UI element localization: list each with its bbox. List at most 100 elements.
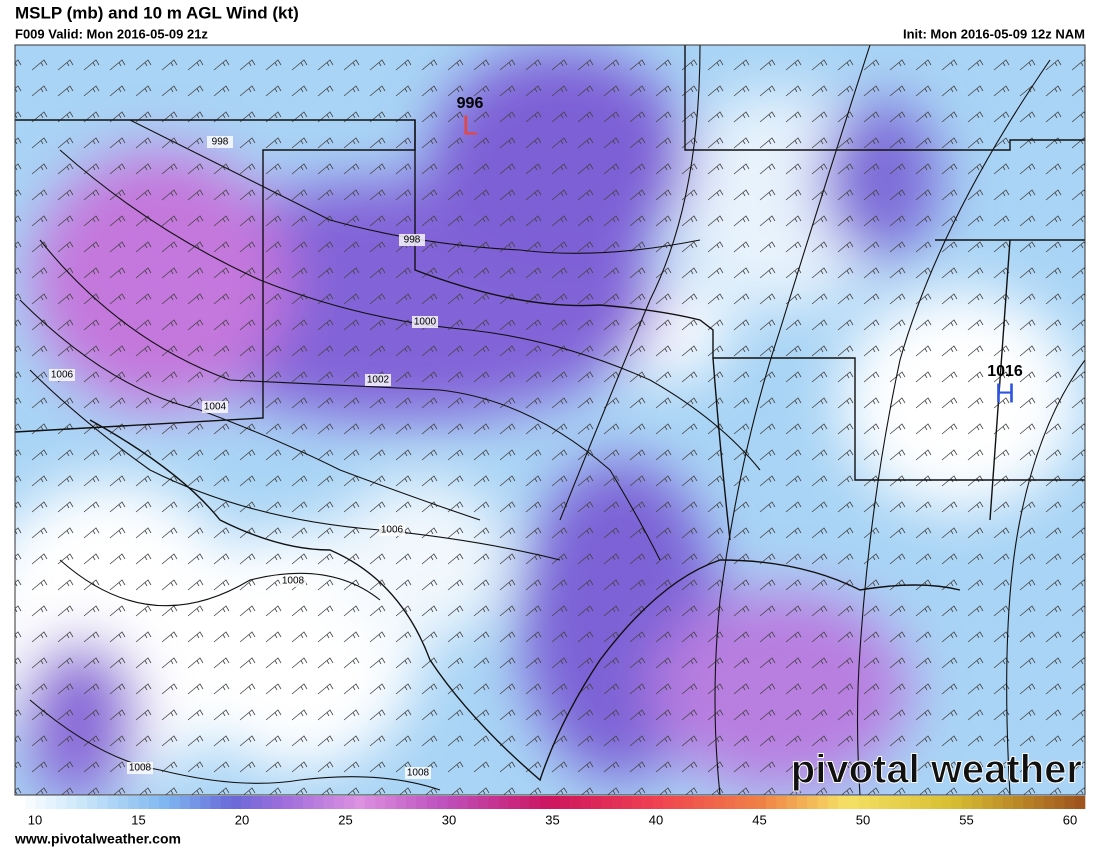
- colorbar-swatch: [241, 796, 252, 809]
- colorbar-swatch: [272, 796, 283, 809]
- colorbar-tick-label: 55: [959, 812, 973, 827]
- colorbar-swatch: [488, 796, 499, 809]
- url: www.pivotalweather.com: [14, 831, 181, 847]
- colorbar-swatch: [323, 796, 335, 809]
- isobar-label: 1004: [204, 402, 227, 413]
- colorbar-swatch: [930, 796, 942, 809]
- isobar-label: 1000: [414, 317, 437, 328]
- colorbar-swatch: [15, 796, 26, 809]
- colorbar-swatch: [395, 796, 407, 809]
- colorbar-swatch: [251, 796, 263, 809]
- colorbar-swatch: [498, 796, 510, 809]
- colorbar-swatch: [385, 796, 396, 809]
- colorbar-swatch: [982, 796, 993, 809]
- colorbar-tick-label: 20: [235, 812, 249, 827]
- map-frame: [14, 44, 1086, 796]
- colorbar-swatch: [601, 796, 613, 809]
- valid-time: F009 Valid: Mon 2016-05-09 21z: [15, 26, 208, 41]
- isobar-label-bg: [207, 136, 233, 148]
- watermark: pivotal weather: [791, 748, 1082, 792]
- colorbar-swatch: [405, 796, 417, 809]
- isobar-label-bg: [399, 234, 425, 246]
- colorbar-swatch: [1054, 796, 1065, 809]
- colorbar-swatch: [364, 796, 376, 809]
- colorbar-swatch: [467, 796, 479, 809]
- colorbar: 10 15 20 25 30 35 40 45 50 55 60: [15, 796, 1086, 827]
- center-symbol: H: [995, 377, 1015, 408]
- colorbar-swatch: [550, 796, 561, 809]
- colorbar-swatch: [1012, 796, 1024, 809]
- isobar-label: 998: [212, 137, 229, 148]
- colorbar-swatch: [56, 796, 67, 809]
- colorbar-swatch: [1043, 796, 1055, 809]
- colorbar-swatch: [899, 796, 911, 809]
- colorbar-swatch: [210, 796, 222, 809]
- colorbar-swatch: [570, 796, 582, 809]
- colorbar-swatch: [611, 796, 623, 809]
- colorbar-swatch: [807, 796, 818, 809]
- isobar-label: 1008: [129, 763, 152, 774]
- isobar-label-bg: [202, 401, 228, 413]
- colorbar-swatch: [117, 796, 129, 809]
- colorbar-swatch: [66, 796, 78, 809]
- colorbar-swatch: [313, 796, 324, 809]
- colorbar-swatch: [580, 796, 592, 809]
- colorbar-swatch: [261, 796, 273, 809]
- isobar-label: 1006: [381, 525, 404, 536]
- title: MSLP (mb) and 10 m AGL Wind (kt): [15, 3, 299, 22]
- colorbar-tick-label: 35: [545, 812, 559, 827]
- colorbar-swatch: [539, 796, 551, 809]
- colorbar-swatch: [416, 796, 427, 809]
- colorbar-tick-label: 10: [28, 812, 42, 827]
- colorbar-swatch: [457, 796, 468, 809]
- colorbar-swatch: [35, 796, 47, 809]
- colorbar-swatch: [426, 796, 438, 809]
- colorbar-swatch: [622, 796, 633, 809]
- colorbar-swatch: [148, 796, 160, 809]
- colorbar-swatch: [735, 796, 746, 809]
- colorbar-swatch: [858, 796, 870, 809]
- isobar-label: 998: [404, 235, 421, 246]
- isobar-label-bg: [49, 369, 75, 381]
- isobar-label-bg: [280, 575, 306, 587]
- colorbar-swatch: [200, 796, 211, 809]
- colorbar-swatch: [436, 796, 448, 809]
- colorbar-swatch: [447, 796, 458, 809]
- colorbar-swatch: [920, 796, 931, 809]
- map: [15, 45, 1085, 795]
- colorbar-swatch: [292, 796, 304, 809]
- isobar-label-bg: [379, 524, 405, 536]
- colorbar-swatch: [189, 796, 201, 809]
- colorbar-swatch: [755, 796, 767, 809]
- state-borders: [15, 45, 1085, 782]
- colorbar-tick-label: 60: [1063, 812, 1077, 827]
- colorbar-swatch: [879, 796, 890, 809]
- colorbar-swatch: [529, 796, 541, 809]
- center-value: 1016: [987, 363, 1023, 380]
- colorbar-swatch: [519, 796, 530, 809]
- isobar-label-bg: [412, 316, 438, 328]
- colorbar-swatch: [25, 796, 36, 809]
- colorbar-swatch: [827, 796, 839, 809]
- colorbar-swatch: [663, 796, 674, 809]
- colorbar-swatch: [560, 796, 571, 809]
- colorbar-swatch: [375, 796, 386, 809]
- center-value: 996: [457, 95, 484, 112]
- isobar-label-bg: [405, 767, 431, 779]
- colorbar-swatch: [477, 796, 489, 809]
- colorbar-tick-label: 15: [131, 812, 145, 827]
- isobar-label: 1008: [282, 576, 305, 587]
- colorbar-tick-label: 30: [442, 812, 456, 827]
- colorbar-swatch: [766, 796, 777, 809]
- colorbar-tick-label: 25: [338, 812, 352, 827]
- colorbar-swatch: [838, 796, 849, 809]
- colorbar-swatch: [87, 796, 98, 809]
- colorbar-swatch: [1074, 796, 1086, 809]
- colorbar-swatch: [344, 796, 355, 809]
- colorbar-swatch: [714, 796, 726, 809]
- colorbar-swatch: [817, 796, 829, 809]
- colorbar-swatch: [354, 796, 366, 809]
- colorbar-swatch: [128, 796, 139, 809]
- colorbar-swatch: [333, 796, 345, 809]
